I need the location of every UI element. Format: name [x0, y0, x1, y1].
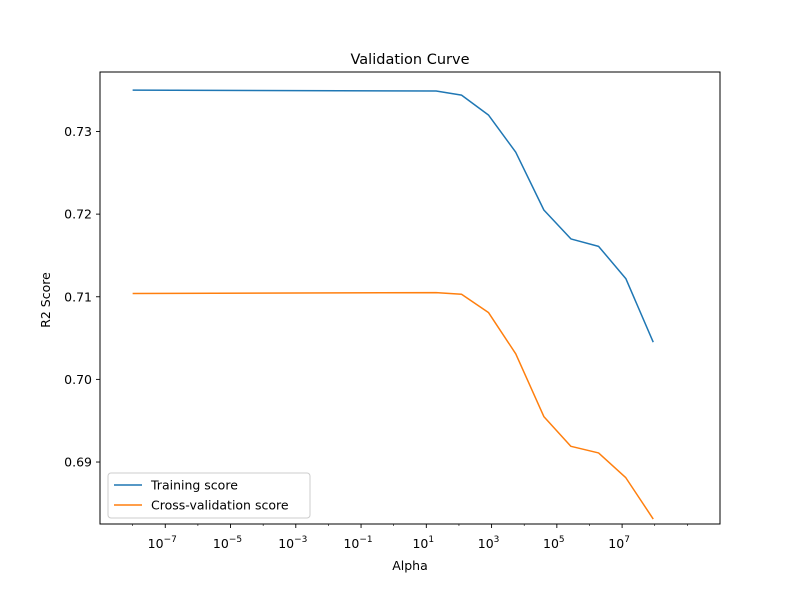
x-tick-label: 107 [608, 535, 630, 551]
legend: Training score Cross-validation score [107, 472, 311, 519]
y-tick-label: 0.72 [64, 207, 92, 222]
x-axis-label: Alpha [392, 558, 428, 573]
x-tick-label: 10−7 [148, 535, 177, 551]
chart-title: Validation Curve [351, 52, 470, 68]
legend-box [107, 472, 311, 519]
x-tick-label: 105 [543, 535, 565, 551]
x-tick-label: 10−5 [213, 535, 242, 551]
plot-area: 10−7 10−5 10−3 10−1 101 103 105 107 0.69 0.70 0.71… [64, 89, 688, 551]
y-tick-label: 0.70 [64, 372, 92, 387]
y-axis-label: R2 Score [38, 272, 53, 328]
x-tick-label: 101 [412, 535, 434, 551]
y-tick-label: 0.69 [64, 455, 92, 470]
y-tick-label: 0.73 [64, 124, 92, 139]
legend-label-cross-validation-score: Cross-validation score [151, 498, 289, 513]
series-line-training-score [132, 89, 654, 343]
x-tick-label: 10−1 [343, 535, 372, 551]
plot-frame [99, 71, 721, 525]
series-line-cross-validation-score [132, 291, 654, 520]
x-tick-label: 10−3 [278, 535, 307, 551]
y-tick-label: 0.71 [64, 289, 92, 304]
legend-label-training-score: Training score [150, 478, 238, 493]
x-tick-label: 103 [478, 535, 500, 551]
